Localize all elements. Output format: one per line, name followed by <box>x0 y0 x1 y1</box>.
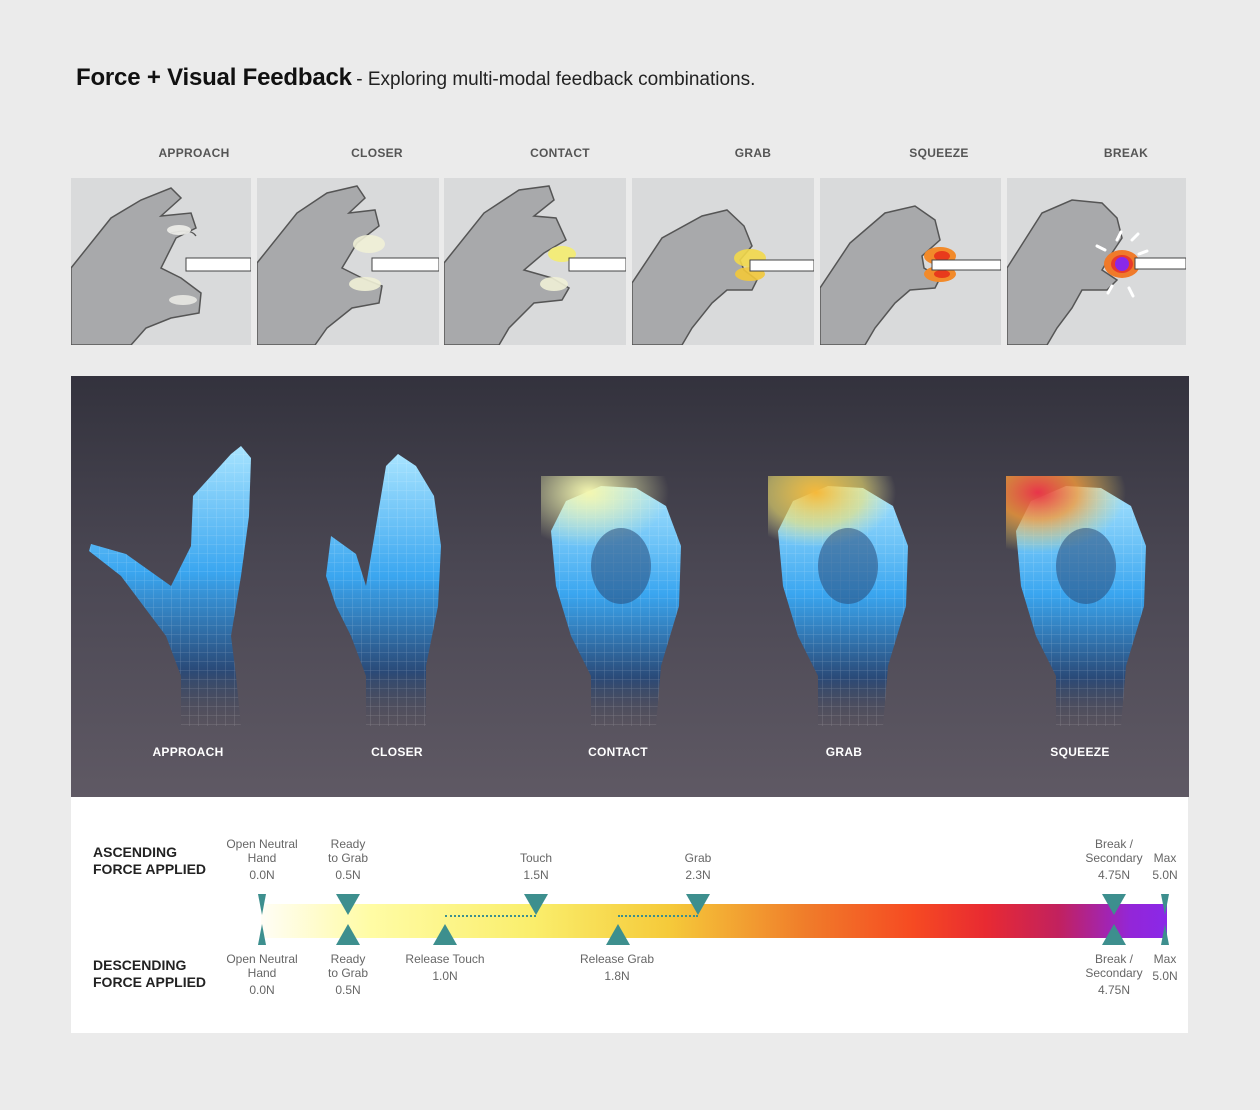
illustration-strip <box>71 178 1186 345</box>
illustration-grab <box>632 178 814 345</box>
illustration-approach <box>71 178 251 345</box>
asc-marker-touch <box>524 894 548 915</box>
asc-tick-break: Break / Secondary 4.75N <box>1085 837 1143 882</box>
stage-label-squeeze: SQUEEZE <box>909 146 969 160</box>
asc-marker-ready-to-grab <box>336 894 360 915</box>
hand-render-band: APPROACH CLOSER CONTACT GRAB SQUEEZE <box>71 376 1189 797</box>
desc-marker-release-touch <box>433 924 457 945</box>
stage-label-closer: CLOSER <box>351 146 403 160</box>
desc-tick-open-neutral: Open Neutral Hand 0.0N <box>226 952 298 997</box>
render-label-approach: APPROACH <box>152 745 224 759</box>
desc-marker-max <box>1161 924 1169 945</box>
illustration-stage-labels: APPROACH CLOSER CONTACT GRAB SQUEEZE BRE… <box>71 146 1186 162</box>
touch-hysteresis-line <box>445 915 536 917</box>
ascending-title: ASCENDING FORCE APPLIED <box>93 844 207 877</box>
force-timeline: ASCENDING FORCE APPLIED DESCENDING FORCE… <box>71 797 1188 1033</box>
page-title: Force + Visual Feedback <box>76 64 352 91</box>
page-header: Force + Visual Feedback - Exploring mult… <box>76 64 755 92</box>
render-hand-squeeze <box>1006 476 1166 726</box>
desc-tick-ready-to-grab: Ready to Grab 0.5N <box>327 952 369 997</box>
illustration-closer <box>257 178 439 345</box>
desc-marker-open-neutral <box>258 924 266 945</box>
asc-marker-max <box>1161 894 1169 915</box>
render-label-contact: CONTACT <box>588 745 648 759</box>
desc-tick-break: Break / Secondary 4.75N <box>1085 952 1143 997</box>
descending-title: DESCENDING FORCE APPLIED <box>93 957 207 990</box>
asc-tick-open-neutral: Open Neutral Hand 0.0N <box>226 837 298 882</box>
stage-label-approach: APPROACH <box>158 146 230 160</box>
desc-tick-release-grab: Release Grab 1.8N <box>579 952 655 983</box>
render-label-closer: CLOSER <box>371 745 423 759</box>
render-label-squeeze: SQUEEZE <box>1050 745 1110 759</box>
desc-tick-release-touch: Release Touch 1.0N <box>405 952 485 983</box>
render-hand-contact <box>541 476 701 726</box>
render-hand-grab <box>768 476 928 726</box>
illustration-contact <box>444 178 626 345</box>
desc-tick-max: Max 5.0N <box>1152 952 1178 983</box>
asc-tick-grab: Grab 2.3N <box>684 851 712 882</box>
force-gradient-bar <box>261 904 1167 938</box>
asc-tick-touch: Touch 1.5N <box>519 851 553 882</box>
stage-label-break: BREAK <box>1103 146 1149 160</box>
asc-marker-open-neutral <box>258 894 266 915</box>
illustration-squeeze <box>820 178 1001 345</box>
desc-marker-ready-to-grab <box>336 924 360 945</box>
desc-marker-release-grab <box>606 924 630 945</box>
stage-label-contact: CONTACT <box>530 146 590 160</box>
page-subtitle: - Exploring multi-modal feedback combina… <box>356 69 756 90</box>
render-label-grab: GRAB <box>825 745 863 759</box>
asc-tick-max: Max 5.0N <box>1152 851 1178 882</box>
render-hand-closer <box>326 454 441 726</box>
illustration-break <box>1007 178 1186 345</box>
asc-tick-ready-to-grab: Ready to Grab 0.5N <box>327 837 369 882</box>
render-hand-approach <box>89 446 251 726</box>
desc-marker-break <box>1102 924 1126 945</box>
grab-hysteresis-line <box>618 915 698 917</box>
stage-label-grab: GRAB <box>734 146 772 160</box>
asc-marker-grab <box>686 894 710 915</box>
asc-marker-break <box>1102 894 1126 915</box>
